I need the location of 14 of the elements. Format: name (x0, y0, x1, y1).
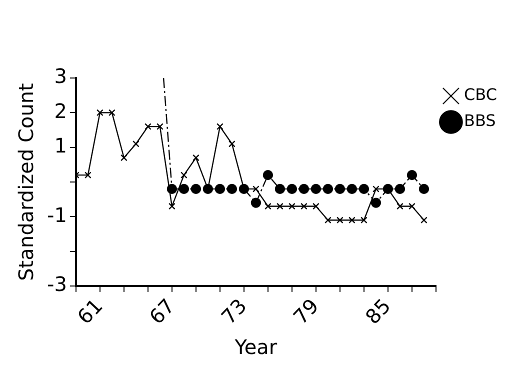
x-tick-label: 61 (72, 294, 108, 329)
legend-label: BBS (464, 111, 496, 130)
y-tick-label: 1 (54, 134, 67, 158)
x-tick-label: 85 (360, 294, 396, 329)
legend-label: CBC (464, 85, 498, 104)
y-axis-title: Standardized Count (14, 82, 38, 281)
y-tick-label: 2 (54, 98, 67, 123)
y-tick-label: 3 (54, 64, 67, 88)
y-tick-label: -1 (46, 202, 67, 227)
y-tick-label: -3 (46, 272, 67, 296)
x-tick-label: 79 (288, 294, 324, 329)
x-axis-title: Year (234, 335, 278, 360)
x-tick-label: 73 (216, 294, 252, 329)
x-tick-label: 67 (144, 294, 180, 329)
